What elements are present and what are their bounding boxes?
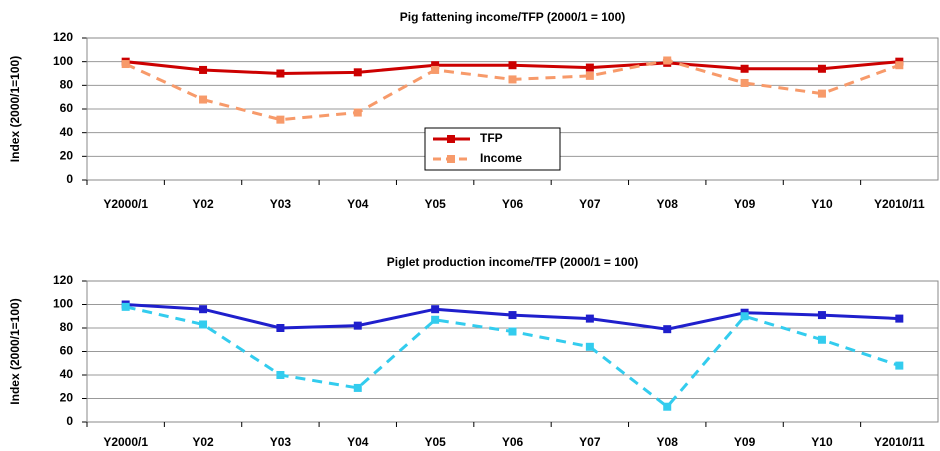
x-tick-label: Y04 — [347, 435, 369, 449]
point-marker — [663, 402, 672, 411]
legend-label: Income — [480, 151, 522, 165]
x-tick-label: Y03 — [270, 197, 292, 211]
point-marker — [353, 383, 362, 392]
legend-marker — [447, 135, 455, 143]
point-marker — [585, 63, 594, 72]
y-tick-label: 120 — [53, 273, 73, 287]
point-marker — [431, 61, 440, 70]
point-marker — [276, 115, 285, 124]
x-tick-label: Y2010/11 — [874, 435, 925, 449]
point-marker — [895, 314, 904, 323]
x-tick-label: Y2000/1 — [103, 197, 148, 211]
point-marker — [817, 311, 826, 320]
point-marker — [740, 312, 749, 321]
point-marker — [585, 342, 594, 351]
y-tick-label: 60 — [60, 344, 74, 358]
y-axis-label: Index (2000/1=100) — [8, 56, 22, 162]
point-marker — [276, 371, 285, 379]
x-tick-label: Y07 — [579, 435, 601, 449]
y-tick-label: 80 — [60, 320, 74, 334]
point-marker — [740, 78, 749, 87]
plot-frame — [86, 280, 939, 423]
y-tick-label: 120 — [53, 30, 73, 44]
point-marker — [353, 108, 362, 117]
legend-label: TFP — [480, 131, 503, 145]
x-tick-label: Y02 — [192, 197, 214, 211]
x-tick-label: Y02 — [192, 435, 214, 449]
y-tick-label: 100 — [53, 54, 73, 68]
x-tick-label: Y10 — [811, 197, 833, 211]
x-tick-label: Y08 — [657, 435, 679, 449]
point-marker — [431, 315, 440, 324]
x-tick-label: Y03 — [270, 435, 292, 449]
x-tick-label: Y09 — [734, 197, 756, 211]
point-marker — [431, 65, 440, 74]
x-tick-label: Y10 — [811, 435, 833, 449]
y-tick-label: 20 — [60, 149, 74, 163]
point-marker — [817, 64, 826, 73]
point-marker — [508, 75, 517, 84]
legend-marker — [447, 155, 455, 163]
y-axis-label: Index (2000/1=100) — [8, 298, 22, 404]
y-tick-label: 20 — [60, 391, 74, 405]
point-marker — [353, 321, 362, 330]
point-marker — [895, 361, 904, 370]
x-tick-label: Y2010/11 — [874, 197, 925, 211]
point-marker — [817, 89, 826, 98]
y-tick-label: 0 — [66, 172, 73, 186]
x-tick-label: Y2000/1 — [103, 435, 148, 449]
y-tick-label: 0 — [66, 414, 73, 428]
x-tick-label: Y09 — [734, 435, 756, 449]
point-marker — [508, 61, 517, 70]
point-marker — [199, 305, 208, 314]
point-marker — [508, 311, 517, 320]
point-marker — [740, 64, 749, 73]
x-tick-label: Y07 — [579, 197, 601, 211]
y-tick-label: 60 — [60, 101, 74, 115]
point-marker — [276, 69, 285, 78]
chart-title: Piglet production income/TFP (2000/1 = 1… — [387, 255, 639, 269]
y-tick-label: 40 — [60, 125, 74, 139]
point-marker — [663, 56, 672, 65]
point-marker — [585, 71, 594, 80]
point-marker — [585, 314, 594, 323]
point-marker — [276, 324, 285, 332]
point-marker — [508, 327, 517, 336]
x-tick-label: Y06 — [502, 435, 524, 449]
point-marker — [199, 320, 208, 329]
point-marker — [663, 325, 672, 334]
series-line — [125, 305, 900, 409]
x-tick-label: Y05 — [424, 435, 446, 449]
point-marker — [353, 68, 362, 77]
x-tick-label: Y04 — [347, 197, 369, 211]
x-tick-label: Y06 — [502, 197, 524, 211]
y-tick-label: 100 — [53, 297, 73, 311]
y-tick-label: 40 — [60, 367, 74, 381]
y-tick-label: 80 — [60, 78, 74, 92]
point-marker — [121, 302, 130, 311]
x-tick-label: Y05 — [424, 197, 446, 211]
x-tick-label: Y08 — [657, 197, 679, 211]
chart-title: Pig fattening income/TFP (2000/1 = 100) — [400, 10, 626, 24]
point-marker — [895, 61, 904, 70]
point-marker — [199, 95, 208, 104]
point-marker — [199, 65, 208, 74]
point-marker — [121, 60, 130, 69]
plot-frame — [86, 37, 939, 181]
point-marker — [817, 335, 826, 344]
point-marker — [431, 305, 440, 314]
